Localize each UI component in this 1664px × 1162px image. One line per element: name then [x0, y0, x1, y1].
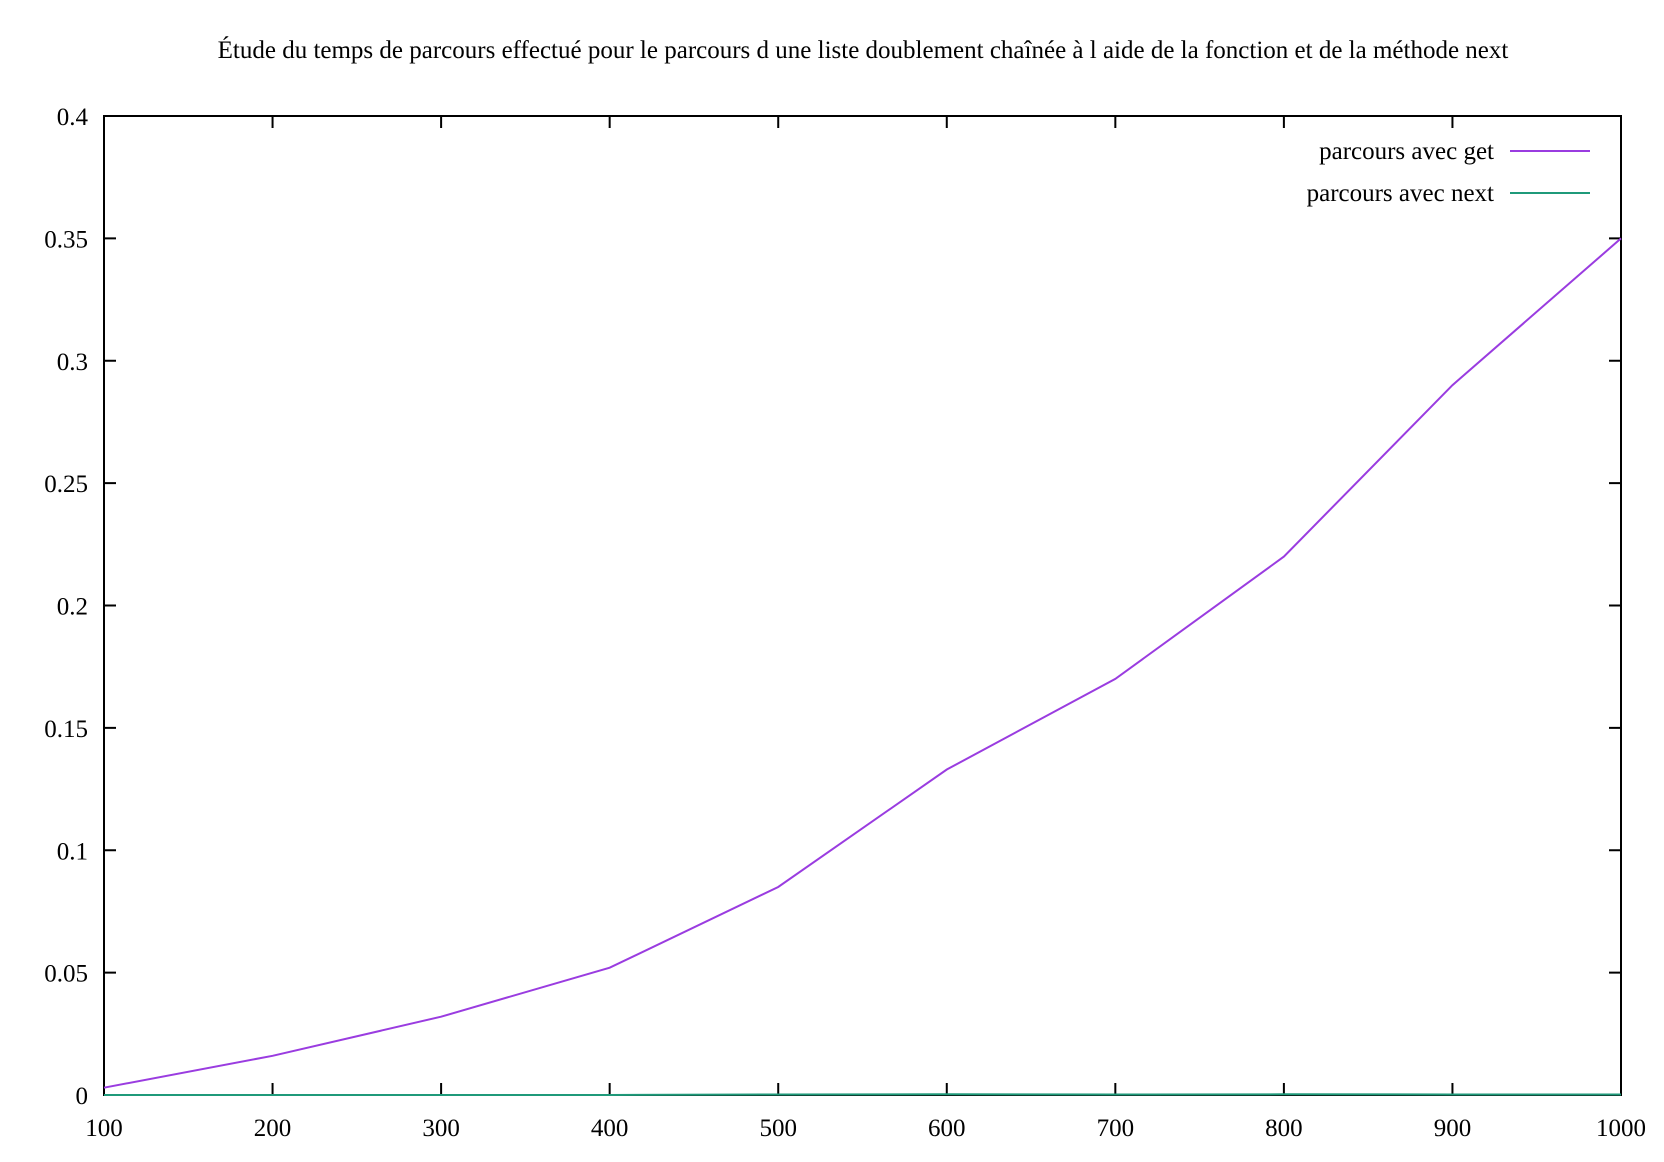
- x-tick-label: 800: [1265, 1115, 1303, 1142]
- y-tick-label: 0.2: [57, 594, 88, 621]
- x-tick-label: 1000: [1596, 1115, 1646, 1142]
- plot-frame: [103, 115, 1622, 1096]
- y-tick-label: 0.25: [44, 471, 88, 498]
- y-tick-label: 0.35: [44, 226, 88, 253]
- y-tick-label: 0: [76, 1083, 89, 1110]
- legend-label-1: parcours avec get: [1319, 138, 1494, 165]
- x-tick-label: 200: [254, 1115, 292, 1142]
- y-axis: 0 0.05 0.1 0.15 0.2 0.25 0.3 0.35 0.4: [44, 104, 1621, 1110]
- x-axis: 100 200 300 400 500 600 700 800 900 1000: [85, 116, 1646, 1142]
- legend: parcours avec get parcours avec next: [1307, 138, 1590, 207]
- chart-title: Étude du temps de parcours effectué pour…: [218, 36, 1509, 64]
- x-tick-label: 300: [422, 1115, 460, 1142]
- x-tick-label: 900: [1434, 1115, 1472, 1142]
- y-tick-label: 0.4: [57, 104, 89, 131]
- series-line-1: [103, 237, 1622, 1089]
- y-tick-label: 0.15: [44, 716, 88, 743]
- x-tick-label: 400: [591, 1115, 629, 1142]
- x-tick-label: 100: [85, 1115, 123, 1142]
- series-layer: [103, 237, 1622, 1096]
- x-tick-label: 600: [928, 1115, 966, 1142]
- x-tick-label: 700: [1097, 1115, 1135, 1142]
- y-tick-label: 0.05: [44, 961, 88, 988]
- series-line-2: [104, 1093, 1621, 1096]
- x-tick-label: 500: [759, 1115, 797, 1142]
- y-tick-label: 0.3: [57, 349, 88, 376]
- legend-label-2: parcours avec next: [1307, 180, 1494, 207]
- y-tick-label: 0.1: [57, 838, 88, 865]
